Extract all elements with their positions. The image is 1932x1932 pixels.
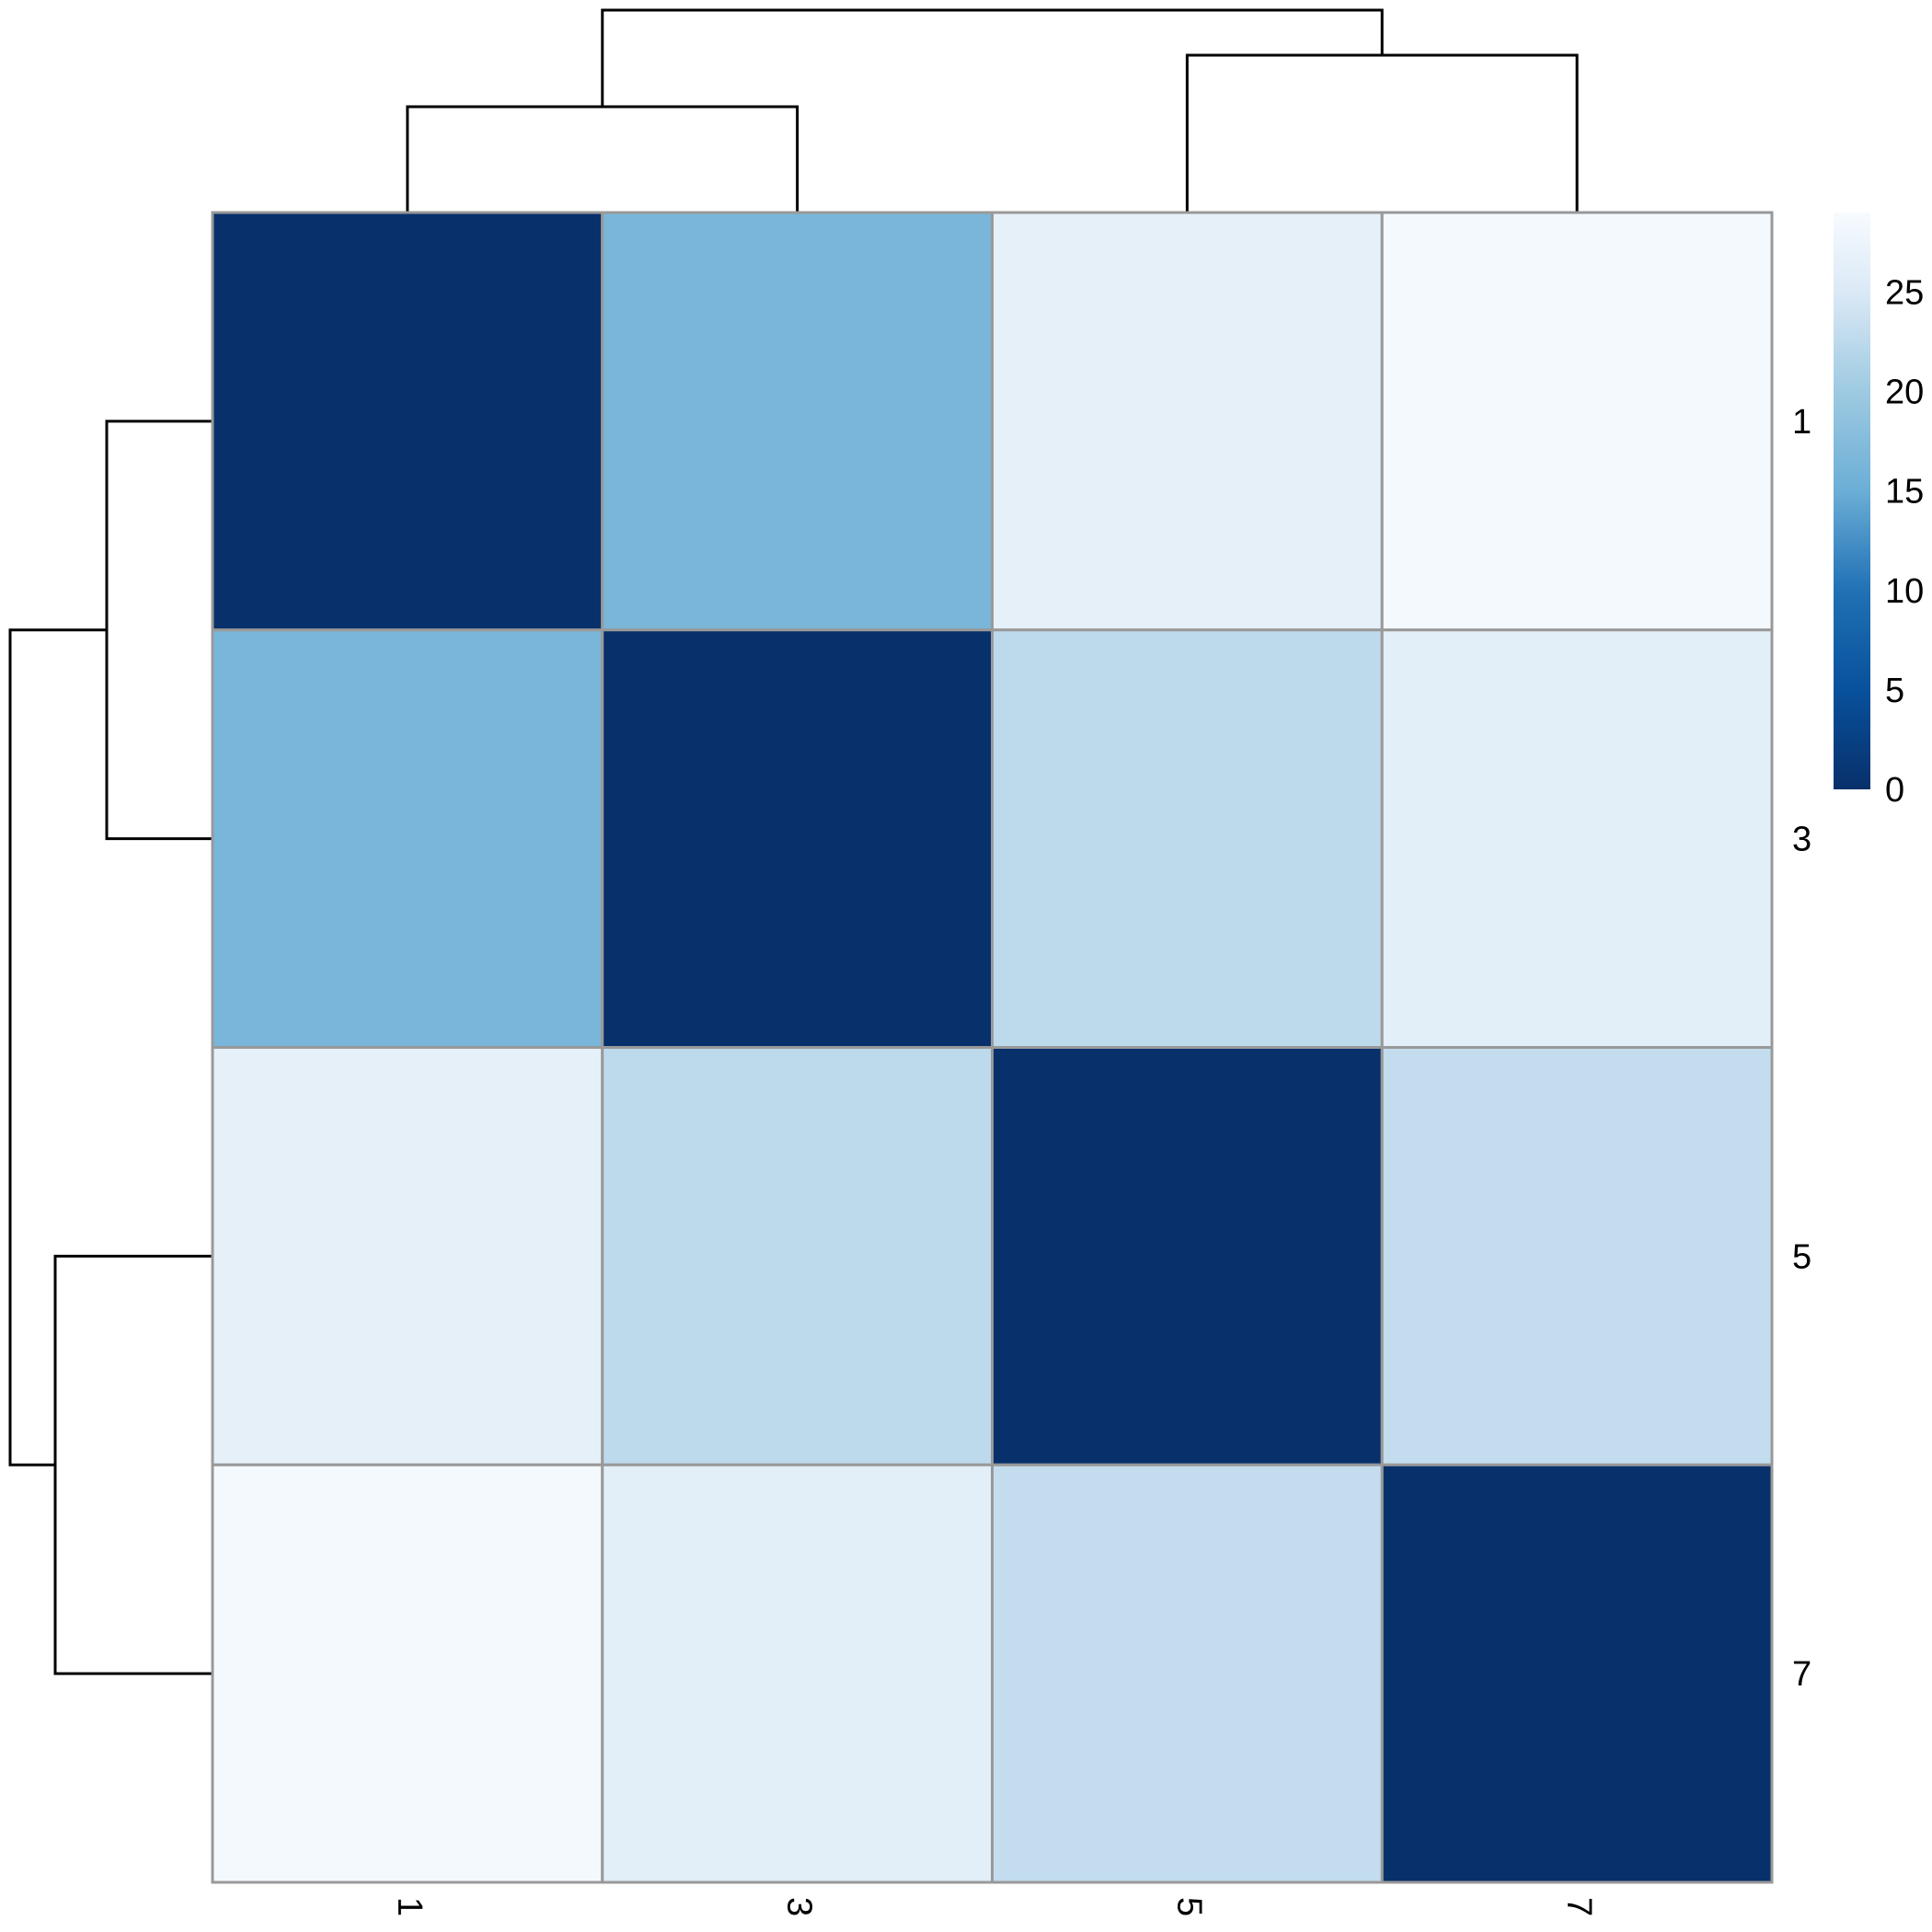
heatmap-cell — [211, 628, 604, 1049]
row-dendrogram-branch — [8, 628, 107, 1466]
heatmap-cells — [211, 211, 1774, 1884]
heatmap-cell — [601, 1046, 994, 1466]
color-legend-bar — [1834, 213, 1870, 789]
heatmap-cell — [991, 628, 1384, 1049]
legend-tick-label: 10 — [1885, 572, 1924, 611]
heatmap-cell — [211, 211, 604, 632]
legend-tick-label: 20 — [1885, 374, 1924, 412]
column-labels: 1 3 5 7 — [390, 1897, 1598, 1916]
row-label: 3 — [1792, 821, 1811, 859]
row-label: 7 — [1792, 1655, 1811, 1694]
row-label: 5 — [1792, 1237, 1811, 1276]
column-label: 1 — [390, 1897, 429, 1916]
heatmap-cell — [1380, 1463, 1774, 1884]
legend-tick-label: 25 — [1885, 273, 1924, 312]
heatmap-cell — [1380, 1046, 1774, 1466]
column-label: 3 — [780, 1897, 819, 1916]
heatmap-cell — [991, 211, 1384, 632]
column-label: 7 — [1559, 1897, 1598, 1916]
heatmap-cell — [991, 1463, 1384, 1884]
legend-tick-label: 15 — [1885, 473, 1924, 512]
legend-tick-label: 5 — [1885, 672, 1904, 710]
column-dendrogram — [406, 8, 1579, 213]
heatmap-cell — [1380, 628, 1774, 1049]
row-dendrogram-branch — [105, 420, 213, 841]
row-labels: 1 3 5 7 — [1792, 403, 1811, 1694]
heatmap-cell — [601, 211, 994, 632]
column-dendrogram-branch — [601, 8, 1384, 107]
row-dendrogram — [8, 420, 213, 1675]
row-label: 1 — [1792, 403, 1811, 442]
column-dendrogram-branch — [406, 105, 799, 213]
color-legend: 0 5 10 15 20 25 — [1834, 213, 1924, 810]
heatmap-cell — [601, 628, 994, 1049]
row-dendrogram-branch — [53, 1254, 213, 1675]
heatmap-cell — [1380, 211, 1774, 632]
legend-tick-label: 0 — [1885, 771, 1904, 810]
heatmap-cell — [991, 1046, 1384, 1466]
column-dendrogram-branch — [1185, 53, 1579, 213]
heatmap-cell — [601, 1463, 994, 1884]
column-label: 5 — [1169, 1897, 1208, 1916]
heatmap-cell — [211, 1463, 604, 1884]
heatmap-cell — [211, 1046, 604, 1466]
